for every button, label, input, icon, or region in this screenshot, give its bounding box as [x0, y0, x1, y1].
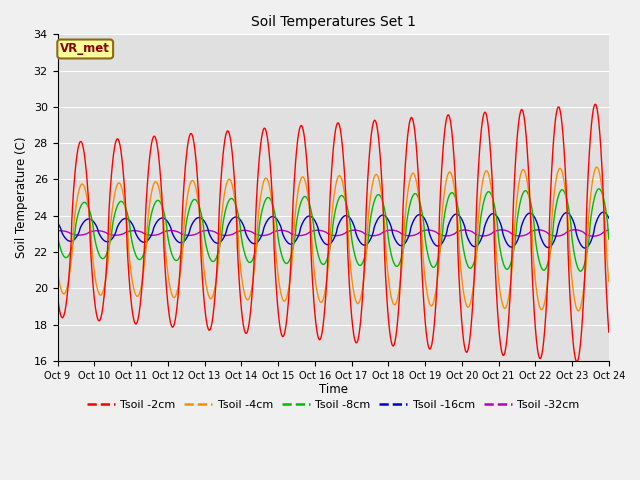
Tsoil -8cm: [207, 258, 215, 264]
Tsoil -8cm: [349, 243, 356, 249]
Tsoil -16cm: [361, 242, 369, 248]
Tsoil -4cm: [493, 263, 501, 268]
X-axis label: Time: Time: [319, 384, 348, 396]
Tsoil -32cm: [349, 228, 356, 233]
Tsoil -4cm: [593, 164, 601, 170]
Tsoil -32cm: [54, 228, 61, 234]
Tsoil -2cm: [591, 101, 599, 107]
Tsoil -4cm: [572, 301, 579, 307]
Tsoil -8cm: [572, 256, 579, 262]
Y-axis label: Soil Temperature (C): Soil Temperature (C): [15, 137, 28, 258]
Text: VR_met: VR_met: [60, 43, 110, 56]
Tsoil -2cm: [573, 359, 580, 365]
Line: Tsoil -32cm: Tsoil -32cm: [58, 230, 609, 236]
Tsoil -16cm: [600, 209, 607, 215]
Tsoil -16cm: [556, 218, 564, 224]
Tsoil -2cm: [207, 324, 215, 329]
Tsoil -4cm: [54, 268, 61, 274]
Tsoil -16cm: [581, 245, 589, 251]
Tsoil -16cm: [572, 225, 579, 231]
Tsoil -2cm: [605, 329, 612, 335]
Tsoil -8cm: [556, 189, 564, 194]
Tsoil -32cm: [589, 233, 597, 239]
Legend: Tsoil -2cm, Tsoil -4cm, Tsoil -8cm, Tsoil -16cm, Tsoil -32cm: Tsoil -2cm, Tsoil -4cm, Tsoil -8cm, Tsoi…: [83, 395, 584, 414]
Tsoil -2cm: [493, 303, 501, 309]
Tsoil -16cm: [605, 215, 612, 221]
Tsoil -32cm: [556, 233, 564, 239]
Line: Tsoil -16cm: Tsoil -16cm: [58, 212, 609, 248]
Line: Tsoil -8cm: Tsoil -8cm: [58, 189, 609, 271]
Tsoil -4cm: [575, 308, 582, 314]
Tsoil -4cm: [361, 265, 369, 271]
Line: Tsoil -4cm: Tsoil -4cm: [58, 167, 609, 311]
Tsoil -16cm: [349, 220, 356, 226]
Line: Tsoil -2cm: Tsoil -2cm: [58, 104, 609, 362]
Tsoil -2cm: [572, 356, 579, 361]
Tsoil -8cm: [54, 233, 61, 239]
Tsoil -32cm: [572, 227, 579, 233]
Tsoil -8cm: [595, 186, 603, 192]
Tsoil -2cm: [54, 293, 61, 299]
Tsoil -2cm: [349, 326, 356, 332]
Tsoil -4cm: [556, 166, 564, 171]
Tsoil -8cm: [361, 253, 369, 259]
Tsoil -4cm: [349, 284, 356, 290]
Tsoil -16cm: [207, 235, 215, 241]
Tsoil -8cm: [493, 220, 501, 226]
Title: Soil Temperatures Set 1: Soil Temperatures Set 1: [251, 15, 415, 29]
Tsoil -16cm: [54, 220, 61, 226]
Tsoil -32cm: [572, 227, 579, 233]
Tsoil -2cm: [556, 108, 564, 113]
Tsoil -2cm: [361, 248, 369, 254]
Tsoil -32cm: [493, 228, 501, 233]
Tsoil -4cm: [207, 296, 215, 301]
Tsoil -32cm: [605, 227, 612, 233]
Tsoil -32cm: [207, 228, 215, 234]
Tsoil -8cm: [577, 268, 584, 274]
Tsoil -16cm: [493, 214, 501, 220]
Tsoil -8cm: [605, 236, 612, 242]
Tsoil -4cm: [605, 278, 612, 284]
Tsoil -32cm: [361, 231, 369, 237]
